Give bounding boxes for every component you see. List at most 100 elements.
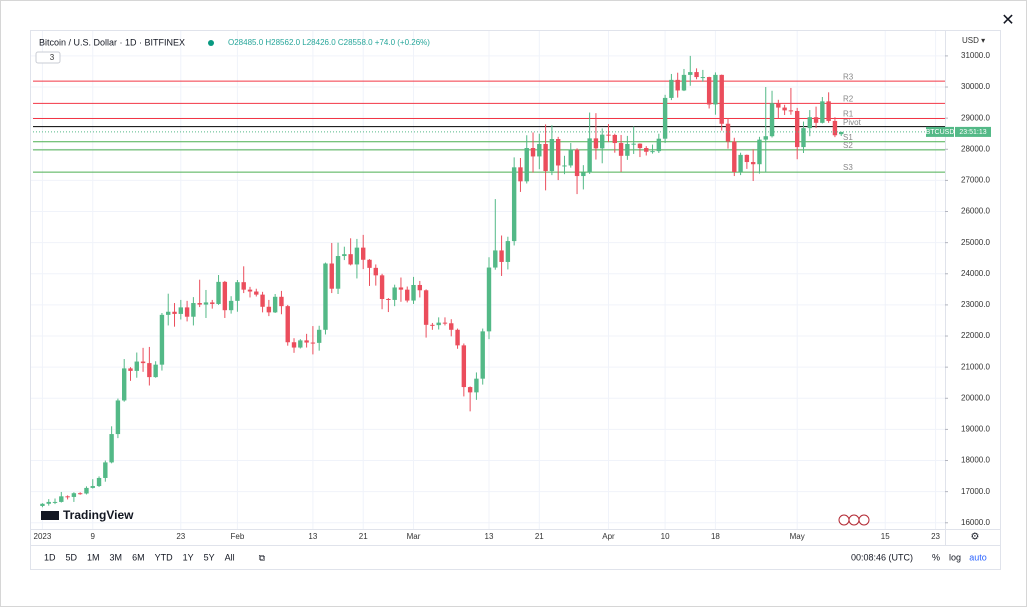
x-tick-label: May — [790, 532, 805, 541]
symbol-tag-bg — [926, 126, 954, 137]
candle-body — [681, 74, 687, 91]
timeframe-button[interactable]: 3M — [110, 552, 123, 562]
candle-body — [618, 143, 624, 156]
x-tick-label: 23 — [931, 532, 940, 541]
timeframe-button[interactable]: 1D — [44, 552, 56, 562]
timeframe-button[interactable]: All — [225, 552, 235, 562]
candle-body — [625, 143, 630, 156]
candle-body — [109, 434, 114, 463]
x-tick-label: 15 — [881, 532, 890, 541]
candle-body — [430, 324, 435, 326]
candle-body — [103, 462, 108, 478]
candle-body — [298, 340, 303, 348]
candle-body — [612, 134, 617, 144]
candle-body — [499, 250, 504, 262]
timeframe-button[interactable]: 5D — [66, 552, 78, 562]
timeframe-button[interactable]: 5Y — [204, 552, 215, 562]
candle-body — [65, 496, 70, 498]
candle-body — [637, 143, 643, 149]
candle-body — [77, 493, 83, 495]
y-tick-label: 22000.0 — [961, 331, 990, 340]
candle-body — [600, 134, 605, 149]
candles — [40, 55, 844, 508]
candle-body — [279, 296, 284, 307]
candle-body — [128, 368, 133, 371]
candle-body — [744, 154, 750, 163]
event-icon[interactable] — [848, 514, 860, 526]
timeframe-button[interactable]: 1M — [87, 552, 100, 562]
candle-body — [832, 120, 838, 136]
candle-body — [285, 306, 290, 343]
candle-body — [524, 148, 529, 182]
y-tick-label: 17000.0 — [961, 487, 990, 496]
event-icon[interactable] — [838, 514, 850, 526]
price-tag-bg — [955, 126, 991, 137]
candle-body — [304, 340, 309, 343]
date-range-icon[interactable]: ⧉ — [259, 552, 266, 562]
timeframe-button[interactable]: 1Y — [183, 552, 194, 562]
candle-body — [537, 143, 542, 157]
logo-text: TradingView — [63, 508, 134, 522]
timeframe-button[interactable]: 6M — [132, 552, 145, 562]
candle-body — [505, 241, 511, 262]
y-tick-label: 18000.0 — [961, 456, 990, 465]
candle-body — [511, 167, 517, 242]
candle-body — [203, 302, 209, 305]
countdown: 23:51:13 — [959, 129, 986, 136]
logo-mark — [41, 511, 59, 520]
candle-body — [417, 284, 423, 291]
candle-body — [392, 287, 397, 300]
candle-body — [166, 311, 171, 315]
y-tick-label: 25000.0 — [961, 238, 990, 247]
candle-body — [493, 250, 498, 268]
candle-body — [235, 282, 240, 301]
auto-toggle[interactable]: auto — [969, 552, 987, 562]
candle-body — [581, 172, 586, 177]
candle-body — [46, 501, 51, 504]
percent-toggle[interactable]: % — [932, 552, 940, 562]
candle-body — [241, 282, 246, 290]
candle-body — [71, 493, 77, 497]
log-toggle[interactable]: log — [949, 552, 961, 562]
x-tick-label: 2023 — [34, 532, 52, 541]
candle-body — [656, 138, 662, 152]
y-tick-label: 30000.0 — [961, 82, 990, 91]
y-tick-label: 21000.0 — [961, 362, 990, 371]
candle-body — [379, 275, 385, 299]
candle-body — [606, 134, 611, 136]
close-button[interactable]: ✕ — [1001, 12, 1014, 29]
candle-body — [568, 149, 573, 166]
candle-body — [455, 329, 460, 346]
candle-body — [210, 302, 215, 304]
currency-label[interactable]: USD ▾ — [962, 36, 985, 45]
candle-body — [725, 123, 731, 142]
indicator-toggle[interactable] — [35, 51, 61, 64]
x-tick-label: 21 — [535, 532, 544, 541]
candle-body — [153, 364, 158, 378]
event-icon[interactable] — [858, 514, 870, 526]
candle-body — [801, 128, 806, 148]
candle-body — [272, 296, 278, 313]
timeframe-button[interactable]: YTD — [155, 552, 174, 562]
settings-icon[interactable]: ⚙ — [971, 532, 980, 543]
candle-body — [549, 139, 555, 172]
indicator-count[interactable]: 3 — [50, 53, 55, 62]
x-tick-label: 23 — [176, 532, 185, 541]
candle-body — [782, 107, 787, 111]
candle-body — [732, 141, 737, 172]
axes: 16000.0 17000.0 18000.0 19000.0 20000.0 21000… — [33, 51, 991, 541]
candle-body — [147, 363, 152, 378]
candle-body — [757, 139, 762, 165]
candle-body — [518, 167, 523, 182]
candle-body — [398, 287, 404, 290]
candle-body — [788, 110, 794, 112]
candle-body — [826, 101, 831, 121]
y-tick-label: 31000.0 — [961, 51, 990, 60]
candle-body — [480, 331, 485, 379]
pivot-label: S1 — [843, 133, 853, 142]
candle-body — [669, 79, 674, 98]
x-tick-label: 10 — [661, 532, 670, 541]
candle-body — [530, 148, 536, 157]
